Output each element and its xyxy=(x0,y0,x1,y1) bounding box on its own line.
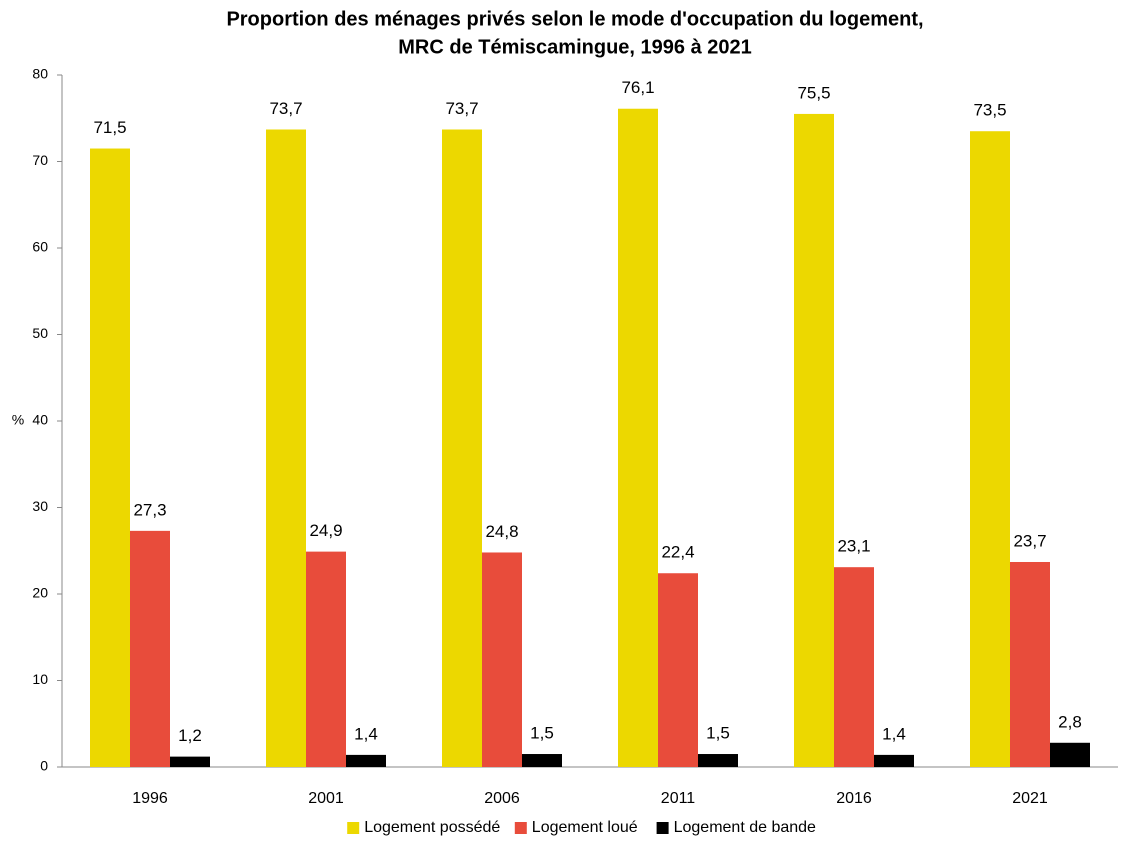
y-tick-label: 50 xyxy=(32,325,48,341)
data-label: 1,4 xyxy=(882,724,906,743)
legend-swatch xyxy=(514,822,527,834)
data-label: 23,1 xyxy=(837,537,870,556)
data-label: 76,1 xyxy=(621,78,654,97)
y-tick-label: 60 xyxy=(32,239,48,255)
data-label: 1,4 xyxy=(354,724,378,743)
x-tick-label: 2021 xyxy=(1012,790,1048,807)
data-label: 2,8 xyxy=(1058,712,1082,731)
bar xyxy=(874,754,914,767)
bar xyxy=(698,754,738,767)
bar xyxy=(346,754,386,767)
legend-label: Logement loué xyxy=(532,819,638,836)
data-label: 73,7 xyxy=(445,99,478,118)
x-tick-label: 2011 xyxy=(661,790,696,807)
chart-title: Proportion des ménages privés selon le m… xyxy=(226,8,923,30)
y-tick-label: 40 xyxy=(32,412,48,428)
bar xyxy=(522,754,562,767)
x-tick-label: 1996 xyxy=(132,790,168,807)
bar xyxy=(442,129,482,767)
y-tick-label: 0 xyxy=(40,758,48,774)
y-tick-label: 70 xyxy=(32,152,48,168)
y-tick-label: 80 xyxy=(32,66,48,82)
x-tick-label: 2001 xyxy=(308,790,344,807)
bar xyxy=(970,131,1010,768)
bar xyxy=(266,129,306,767)
bar xyxy=(1050,742,1090,767)
data-label: 22,4 xyxy=(661,543,694,562)
data-label: 23,7 xyxy=(1013,531,1046,550)
y-tick-label: 30 xyxy=(32,498,48,514)
data-label: 1,5 xyxy=(530,724,554,743)
bar xyxy=(170,756,210,767)
bar xyxy=(130,530,170,767)
data-label: 71,5 xyxy=(93,118,126,137)
data-label: 75,5 xyxy=(797,83,830,102)
bar xyxy=(618,108,658,768)
data-label: 73,5 xyxy=(973,101,1006,120)
legend-label: Logement possédé xyxy=(364,819,500,836)
chart-title: MRC de Témiscamingue, 1996 à 2021 xyxy=(398,36,752,58)
x-tick-label: 2016 xyxy=(836,790,872,807)
bar xyxy=(834,567,874,767)
bar xyxy=(658,573,698,767)
bar xyxy=(90,148,130,767)
y-axis-label: % xyxy=(12,412,24,428)
data-label: 24,8 xyxy=(485,522,518,541)
data-label: 27,3 xyxy=(133,500,166,519)
bar xyxy=(306,551,346,767)
legend-swatch xyxy=(347,822,360,834)
data-label: 1,5 xyxy=(706,724,730,743)
x-tick-label: 2006 xyxy=(484,790,520,807)
data-label: 73,7 xyxy=(269,99,302,118)
legend-label: Logement de bande xyxy=(674,819,816,836)
legend-swatch xyxy=(656,822,669,834)
bar xyxy=(1010,561,1050,767)
y-tick-label: 10 xyxy=(32,671,48,687)
data-label: 24,9 xyxy=(309,521,342,540)
bar xyxy=(482,552,522,767)
y-tick-label: 20 xyxy=(32,585,48,601)
data-label: 1,2 xyxy=(178,726,202,745)
bar xyxy=(794,113,834,768)
